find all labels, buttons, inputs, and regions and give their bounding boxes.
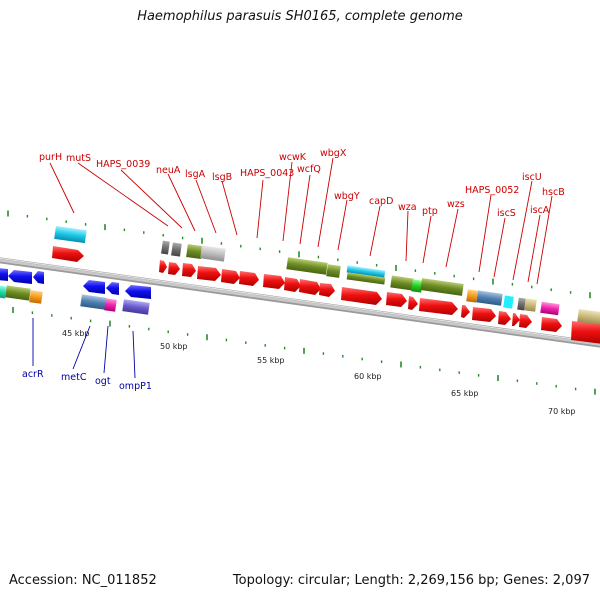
accession-text: Accession: NC_011852 <box>9 573 157 588</box>
gene-label-wbgY: wbgY <box>334 191 360 202</box>
forward-cds-arrows <box>52 246 600 344</box>
gene-label-purH: purH <box>39 152 62 163</box>
genome-backbone <box>0 257 600 348</box>
gene-label-ptp: ptp <box>422 206 438 217</box>
forward-label-leaders <box>49 157 553 285</box>
cds-arrow-wzs <box>419 298 458 315</box>
gene-label-haps-0052: HAPS_0052 <box>465 185 519 196</box>
kbp-label-55: 55 kbp <box>257 356 285 365</box>
cds-arrow-ompP1 <box>125 285 151 299</box>
cds-arrow-metC <box>83 280 105 294</box>
kbp-labels: 45 kbp 50 kbp 55 kbp 60 kbp 65 kbp 70 kb… <box>62 329 576 416</box>
scale-ticks-lower <box>12 307 596 395</box>
gene-label-ogt: ogt <box>95 376 111 387</box>
gene-label-ompP1: ompP1 <box>119 381 152 392</box>
gene-label-wzs: wzs <box>447 199 465 210</box>
cds-arrow-capD <box>341 287 382 305</box>
gene-label-iscA: iscA <box>530 205 550 216</box>
gene-label-lsgA: lsgA <box>185 169 206 180</box>
lower-category-boxes <box>0 285 150 315</box>
kbp-label-60: 60 kbp <box>354 372 382 381</box>
upper-category-boxes <box>54 225 600 327</box>
kbp-label-50: 50 kbp <box>160 342 188 351</box>
gene-label-capD: capD <box>369 196 393 207</box>
reverse-label-leaders <box>32 318 136 379</box>
cds-arrow-purH <box>52 246 84 262</box>
reverse-gene-labels: acrR metC ogt ompP1 <box>22 369 152 392</box>
gene-label-wcwK: wcwK <box>279 152 307 163</box>
gene-label-lsgB: lsgB <box>212 172 232 183</box>
forward-gene-labels: purH mutS HAPS_0039 neuA lsgA lsgB HAPS_… <box>39 148 565 219</box>
kbp-label-65: 65 kbp <box>451 389 479 398</box>
scale-ticks-upper <box>7 210 591 299</box>
gene-label-haps-0043: HAPS_0043 <box>240 168 294 179</box>
gene-label-iscS: iscS <box>497 208 516 219</box>
gene-label-hscB: hscB <box>542 187 565 198</box>
kbp-label-45: 45 kbp <box>62 329 90 338</box>
gene-label-mutS: mutS <box>66 153 91 164</box>
gene-label-neuA: neuA <box>156 165 181 176</box>
gene-label-iscU: iscU <box>522 172 542 183</box>
gene-label-wbgX: wbgX <box>320 148 347 159</box>
reverse-cds-arrows <box>0 268 151 299</box>
gene-label-metC: metC <box>61 372 87 383</box>
gene-label-wcfQ: wcfQ <box>297 164 321 175</box>
gene-label-haps-0039: HAPS_0039 <box>96 159 150 170</box>
map-title: Haemophilus parasuis SH0165, complete ge… <box>137 9 463 24</box>
gene-label-wza: wza <box>398 202 417 213</box>
genome-summary: Topology: circular; Length: 2,269,156 bp… <box>232 573 590 588</box>
gene-label-acrR: acrR <box>22 369 44 380</box>
kbp-label-70: 70 kbp <box>548 407 576 416</box>
